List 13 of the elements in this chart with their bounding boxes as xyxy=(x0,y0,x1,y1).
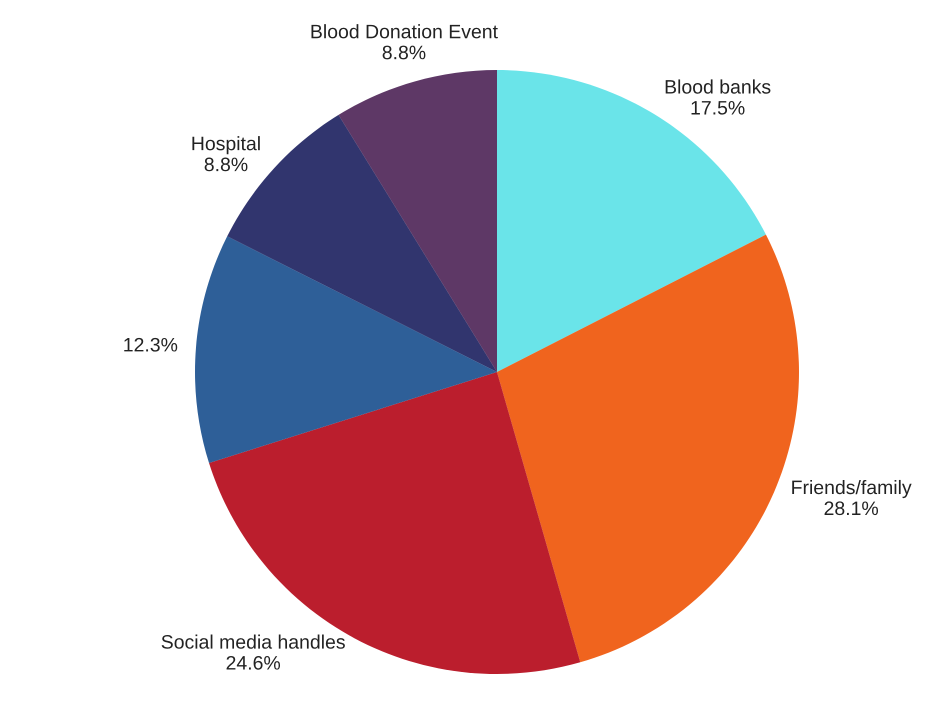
slice-label: Friends/family xyxy=(792,480,912,498)
data-label: 8.8% xyxy=(204,158,248,172)
slice-label: Blood Donation Event xyxy=(311,24,498,38)
data-label: 28.1% xyxy=(824,501,878,516)
pie-slice xyxy=(338,70,497,372)
data-label: 24.6% xyxy=(226,656,280,670)
slice-label: Hospital xyxy=(192,136,260,154)
slice-label: Blood banks xyxy=(666,79,770,94)
data-label: 12.3% xyxy=(124,338,178,352)
slice-label: Social media handles xyxy=(162,634,345,649)
data-label: 17.5% xyxy=(692,100,744,115)
data-label: 8.8% xyxy=(382,46,426,60)
pie-slice xyxy=(195,236,497,463)
